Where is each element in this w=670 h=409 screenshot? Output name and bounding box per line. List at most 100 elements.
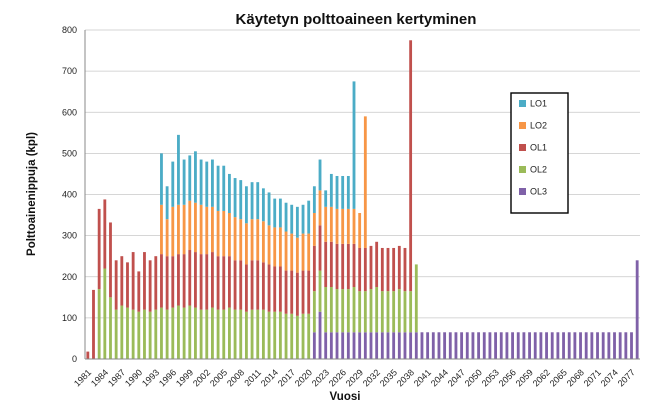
bar-ol2-1993 (154, 309, 158, 359)
bar-ol1-1997 (177, 254, 180, 306)
x-tick-label: 2074 (599, 367, 620, 388)
y-tick-label: 300 (62, 231, 77, 241)
bar-ol1-2029 (358, 247, 362, 292)
bar-ol2-1991 (143, 309, 146, 359)
bar-ol3-2024 (329, 332, 333, 359)
bar-lo1-2022 (318, 159, 322, 191)
bar-ol3-2071 (596, 332, 599, 359)
bar-ol3-2034 (386, 332, 390, 359)
bar-ol2-2030 (363, 291, 367, 333)
bar-lo2-2030 (363, 116, 367, 248)
legend-swatch-ol1 (519, 144, 526, 151)
bar-lo1-2002 (205, 161, 209, 207)
bar-lo2-2017 (290, 233, 294, 271)
bar-ol3-2065 (562, 332, 565, 359)
bar-ol3-2075 (618, 332, 622, 359)
x-tick-label: 1984 (89, 367, 110, 388)
bar-ol3-2045 (448, 332, 452, 359)
bar-ol2-2005 (222, 309, 226, 359)
bar-lo2-2011 (256, 219, 260, 261)
bar-lo2-2008 (239, 219, 243, 261)
bar-lo1-2010 (250, 182, 254, 220)
bar-lo2-2024 (329, 206, 333, 242)
bar-ol3-2023 (324, 332, 328, 359)
bar-lo1-2008 (239, 180, 243, 220)
bar-lo1-2012 (261, 188, 265, 222)
bars (86, 40, 639, 359)
bar-ol3-2050 (477, 332, 481, 359)
bar-ol2-1988 (126, 307, 129, 359)
bar-ol3-2063 (550, 332, 554, 359)
x-tick-label: 2032 (361, 367, 382, 388)
bar-ol1-2005 (222, 256, 226, 310)
x-tick-label: 2035 (378, 367, 399, 388)
bar-ol3-2049 (471, 332, 475, 359)
bar-ol2-2037 (403, 291, 407, 333)
bar-ol3-2037 (403, 332, 407, 359)
legend-label-ol2: OL2 (530, 165, 547, 175)
bar-ol1-2020 (307, 270, 311, 314)
bar-ol1-2008 (239, 260, 243, 310)
bar-lo2-1994 (160, 204, 163, 255)
bar-lo2-2014 (273, 227, 277, 267)
bar-ol2-2022 (318, 270, 322, 312)
x-tick-label: 1981 (72, 367, 93, 388)
x-tick-label: 2014 (259, 367, 280, 388)
bar-ol3-2053 (494, 332, 498, 359)
bar-ol2-1997 (177, 305, 180, 359)
x-axis-title: Vuosi (330, 391, 361, 403)
bar-lo1-2028 (352, 81, 356, 209)
legend-label-lo1: LO1 (530, 99, 547, 109)
bar-lo1-2021 (312, 186, 316, 214)
bar-ol1-2017 (290, 270, 294, 314)
legend: LO1 LO2 OL1 OL2 OL3 (510, 92, 569, 214)
bar-ol3-2039 (414, 332, 418, 359)
bar-ol2-1995 (165, 309, 169, 359)
x-tick-label: 2062 (531, 367, 552, 388)
bar-ol3-2069 (584, 332, 588, 359)
bar-lo2-2022 (318, 190, 322, 226)
bar-lo2-2029 (358, 213, 362, 248)
bar-lo1-2020 (307, 200, 311, 234)
bar-ol2-2038 (409, 291, 413, 333)
bar-ol1-1995 (165, 256, 169, 310)
bar-lo1-1994 (160, 153, 163, 205)
bar-ol3-2030 (363, 332, 367, 359)
x-tick-label: 2068 (565, 367, 586, 388)
bar-ol1-1983 (97, 208, 101, 290)
bar-lo1-2000 (194, 151, 197, 203)
chart-title: Käytetyn polttoaineen kertyminen (236, 11, 477, 28)
legend-swatch-lo1 (519, 100, 526, 107)
bar-lo2-1995 (165, 219, 169, 257)
bar-ol2-1994 (160, 307, 163, 359)
bar-lo2-2018 (295, 237, 299, 273)
bar-lo2-2015 (278, 227, 282, 267)
legend-swatch-ol2 (519, 166, 526, 173)
bar-ol1-2011 (256, 260, 260, 310)
y-tick-label: 800 (62, 25, 77, 35)
bar-ol3-2031 (369, 332, 373, 359)
bar-ol2-2021 (312, 291, 316, 333)
x-tick-label: 1993 (140, 367, 161, 388)
bar-ol3-2068 (579, 332, 582, 359)
bar-ol3-2027 (346, 332, 350, 359)
bar-ol2-2026 (341, 289, 345, 333)
bar-lo2-2007 (233, 217, 237, 261)
bar-lo2-2010 (250, 219, 254, 261)
bar-ol3-2040 (420, 332, 424, 359)
bar-ol1-2026 (341, 243, 345, 290)
bar-lo1-2013 (267, 192, 271, 226)
legend-label-ol1: OL1 (530, 143, 547, 153)
bar-ol3-2042 (431, 332, 435, 359)
bar-ol1-1991 (143, 252, 146, 310)
bar-lo2-1996 (171, 206, 175, 257)
bar-ol2-1987 (120, 305, 124, 359)
bar-ol1-2022 (318, 225, 322, 271)
bar-ol2-2034 (386, 291, 390, 333)
bar-ol3-2046 (454, 332, 458, 359)
bar-ol1-2004 (216, 256, 220, 310)
bar-lo2-2003 (211, 206, 214, 253)
bar-ol3-2066 (567, 332, 571, 359)
bar-ol1-1999 (188, 250, 192, 306)
